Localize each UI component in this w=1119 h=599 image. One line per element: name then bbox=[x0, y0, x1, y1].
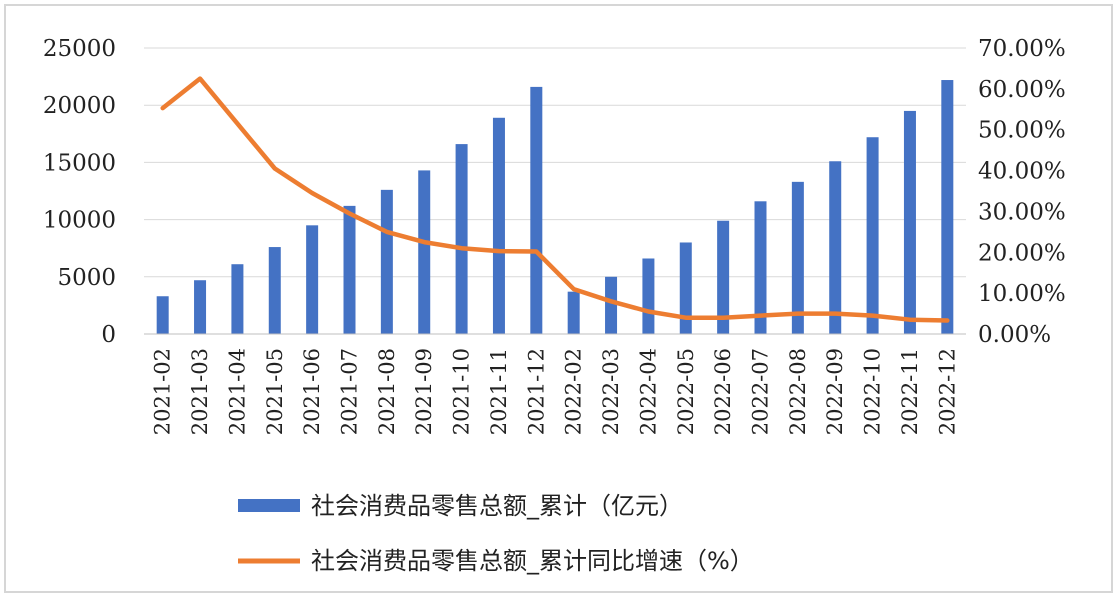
gridlines bbox=[144, 47, 966, 335]
x-tick-label: 2021-05 bbox=[263, 348, 287, 435]
left-tick-label: 25000 bbox=[43, 36, 116, 62]
bar bbox=[492, 117, 505, 334]
bar bbox=[530, 86, 543, 335]
x-tick-label: 2021-06 bbox=[300, 348, 324, 435]
bar bbox=[605, 276, 618, 334]
x-tick-label: 2021-11 bbox=[487, 348, 511, 435]
x-tick-label: 2021-09 bbox=[412, 348, 436, 435]
x-tick-label: 2021-08 bbox=[375, 348, 399, 435]
bar bbox=[455, 144, 468, 334]
legend-label-line: 社会消费品零售总额_累计同比增速（%） bbox=[311, 547, 754, 575]
left-tick-label: 5000 bbox=[57, 265, 116, 291]
legend-label-bar: 社会消费品零售总额_累计（亿元） bbox=[311, 492, 683, 520]
left-tick-label: 15000 bbox=[43, 150, 116, 176]
bar bbox=[194, 280, 207, 334]
x-tick-label: 2021-02 bbox=[151, 348, 175, 435]
bar bbox=[567, 291, 580, 334]
x-tick-label: 2022-10 bbox=[861, 348, 885, 435]
x-tick-label: 2021-10 bbox=[450, 348, 474, 435]
right-axis: 0.00% 10.00% 20.00% 30.00% 40.00% 50.00% 60.00… bbox=[978, 36, 1066, 348]
bar bbox=[306, 225, 319, 334]
bar bbox=[231, 264, 244, 334]
x-tick-label: 2022-03 bbox=[599, 348, 623, 435]
bar bbox=[903, 110, 916, 334]
bar bbox=[866, 137, 879, 334]
x-tick-label: 2022-05 bbox=[674, 348, 698, 435]
bar bbox=[343, 205, 356, 334]
combo-chart: 0 5000 10000 15000 20000 25000 0.00% 10.00% 20.… bbox=[43, 36, 1066, 575]
x-tick-label: 2022-08 bbox=[786, 348, 810, 435]
x-tick-label: 2022-07 bbox=[749, 348, 773, 435]
right-tick-label: 50.00% bbox=[978, 118, 1066, 144]
x-tick-label: 2021-07 bbox=[338, 348, 362, 435]
bar bbox=[717, 220, 730, 334]
x-axis: 2021-02 2021-03 2021-04 2021-05 2021-06 2021-… bbox=[144, 333, 966, 435]
right-tick-label: 70.00% bbox=[978, 36, 1066, 62]
line-series bbox=[160, 76, 950, 323]
bar bbox=[679, 242, 692, 334]
bar-series bbox=[156, 80, 954, 335]
x-tick-label: 2021-03 bbox=[188, 348, 212, 435]
bar bbox=[791, 181, 804, 334]
bar bbox=[156, 296, 169, 334]
right-tick-label: 10.00% bbox=[978, 281, 1066, 307]
right-tick-label: 30.00% bbox=[978, 199, 1066, 225]
growth-line bbox=[160, 76, 950, 323]
chart-frame: 0 5000 10000 15000 20000 25000 0.00% 10.00% 20.… bbox=[4, 4, 1113, 593]
x-tick-label: 2022-02 bbox=[562, 348, 586, 435]
x-tick-label: 2022-11 bbox=[898, 348, 922, 435]
x-tick-label: 2021-12 bbox=[524, 348, 548, 435]
right-tick-label: 40.00% bbox=[978, 159, 1066, 185]
bar bbox=[754, 201, 767, 334]
bar bbox=[268, 247, 281, 334]
bar bbox=[380, 189, 393, 334]
bar bbox=[941, 80, 954, 334]
x-tick-label: 2022-09 bbox=[823, 348, 847, 435]
right-tick-label: 0.00% bbox=[978, 322, 1051, 348]
bar bbox=[642, 258, 655, 334]
legend: 社会消费品零售总额_累计（亿元） 社会消费品零售总额_累计同比增速（%） bbox=[238, 492, 754, 575]
bar bbox=[418, 170, 431, 334]
x-tick-label: 2022-04 bbox=[636, 348, 660, 435]
x-tick-label: 2021-04 bbox=[225, 348, 249, 435]
legend-swatch-bar bbox=[238, 499, 300, 512]
left-axis: 0 5000 10000 15000 20000 25000 bbox=[43, 36, 116, 348]
right-tick-label: 60.00% bbox=[978, 77, 1066, 103]
bar bbox=[829, 161, 842, 334]
x-tick-label: 2022-12 bbox=[935, 348, 959, 435]
x-tick-label: 2022-06 bbox=[711, 348, 735, 435]
left-tick-label: 0 bbox=[101, 322, 116, 348]
left-tick-label: 10000 bbox=[43, 208, 116, 234]
right-tick-label: 20.00% bbox=[978, 240, 1066, 266]
left-tick-label: 20000 bbox=[43, 93, 116, 119]
